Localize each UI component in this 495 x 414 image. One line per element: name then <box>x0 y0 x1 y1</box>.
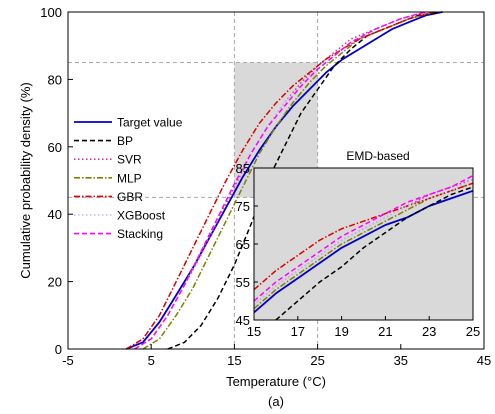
y-tick-label: 20 <box>48 275 62 290</box>
inset-title: EMD-based <box>346 149 409 163</box>
series-line-svr <box>134 11 426 350</box>
x-tick-label: 15 <box>227 353 241 368</box>
x-tick-label: 5 <box>148 353 155 368</box>
main-plot-frame <box>67 11 485 350</box>
inset-y-tick-label: 85 <box>236 161 250 176</box>
inset-x-tick-label: 25 <box>466 324 480 339</box>
inset-series-line-bp <box>275 186 473 320</box>
inset-y-tick-label: 55 <box>236 275 250 290</box>
legend-label-gbr: GBR <box>117 190 143 204</box>
legend-label-svr: SVR <box>117 153 142 167</box>
inset-x-tick-label: 19 <box>334 324 348 339</box>
series-line-target-value <box>125 11 443 350</box>
x-tick-label: 45 <box>477 353 491 368</box>
y-tick-label: 60 <box>48 140 62 155</box>
inset-background <box>254 168 473 320</box>
inset-x-tick-label: 15 <box>247 324 261 339</box>
y-tick-label: 80 <box>48 72 62 87</box>
figure-caption: (a) <box>268 394 284 409</box>
inset-series-line-target-value <box>254 189 473 314</box>
inset-x-tick-label: 17 <box>291 324 305 339</box>
y-axis-label: Cumulative probability density (%) <box>18 82 33 279</box>
x-tick-label: -5 <box>62 353 74 368</box>
inset-x-tick-label: 21 <box>378 324 392 339</box>
series-line-gbr <box>125 11 435 350</box>
x-tick-label: 25 <box>310 353 324 368</box>
legend-label-xgboost: XGBoost <box>117 209 166 223</box>
y-tick-label: 40 <box>48 207 62 222</box>
legend-label-target-value: Target value <box>117 116 183 130</box>
inset-series-line-gbr <box>254 182 473 291</box>
inset-y-tick-label: 75 <box>236 199 250 214</box>
x-axis-label: Temperature (°C) <box>226 374 326 389</box>
inset-x-tick-label: 23 <box>422 324 436 339</box>
y-tick-label: 100 <box>40 5 62 20</box>
y-tick-label: 0 <box>55 342 62 357</box>
inset-y-tick-label: 45 <box>236 313 250 328</box>
x-tick-label: 35 <box>394 353 408 368</box>
inset-y-tick-label: 65 <box>236 237 250 252</box>
legend-label-mlp: MLP <box>117 171 142 185</box>
legend-label-bp: BP <box>117 134 133 148</box>
legend-label-stacking: Stacking <box>117 227 163 241</box>
